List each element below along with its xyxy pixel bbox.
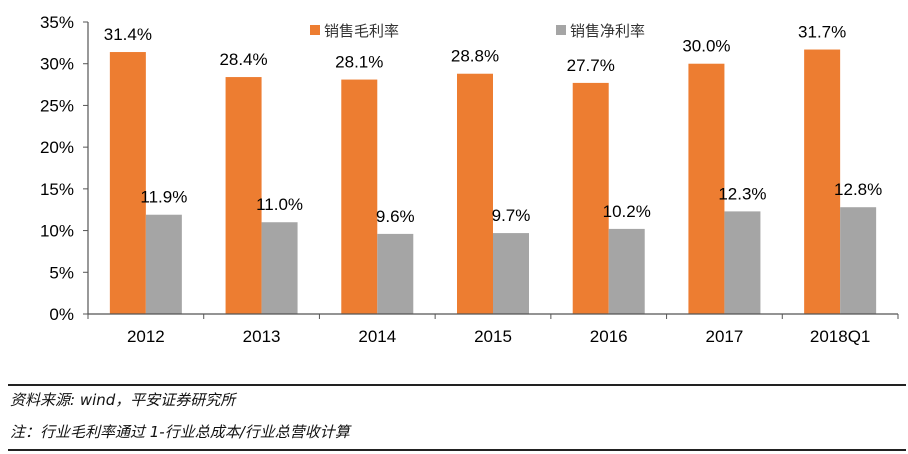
data-label: 11.0% <box>256 195 303 214</box>
calculation-note: 注：行业毛利率通过 1-行业总成本/行业总营收计算 <box>10 423 350 441</box>
data-label: 28.1% <box>335 53 383 72</box>
bar <box>840 207 877 314</box>
bar <box>688 63 725 314</box>
legend-swatch <box>310 25 320 35</box>
bar <box>261 222 298 314</box>
data-label: 27.7% <box>567 56 615 75</box>
bar <box>341 79 378 315</box>
x-tick-label: 2013 <box>243 327 281 346</box>
bar <box>225 77 262 314</box>
bar <box>145 214 182 314</box>
footer-divider-top <box>8 384 906 386</box>
data-label: 11.9% <box>140 188 187 207</box>
bar <box>572 82 609 314</box>
data-label: 31.4% <box>104 25 152 44</box>
legend-label: 销售净利率 <box>570 22 645 40</box>
y-tick-label: 15% <box>40 180 74 199</box>
y-tick-label: 10% <box>40 222 74 241</box>
data-label: 12.3% <box>718 184 766 203</box>
bar <box>804 49 841 314</box>
x-tick-label: 2012 <box>127 327 165 346</box>
bar <box>608 228 645 314</box>
data-label: 10.2% <box>603 202 651 221</box>
data-label: 28.8% <box>451 47 499 66</box>
bar <box>724 211 761 314</box>
x-tick-label: 2015 <box>474 327 512 346</box>
bar <box>457 73 493 315</box>
y-tick-label: 20% <box>40 138 74 157</box>
legend: 销售毛利率 销售净利率 <box>310 22 645 40</box>
x-tick-label: 2018Q1 <box>810 327 871 346</box>
x-tick-label: 2016 <box>590 327 628 346</box>
data-label: 31.7% <box>798 23 846 42</box>
data-label: 9.6% <box>376 207 415 226</box>
x-tick-label: 2014 <box>358 327 396 346</box>
data-label: 30.0% <box>682 37 730 56</box>
y-axis: 0% 5% 10% 15% 20% 25% 30% 35% <box>40 13 89 324</box>
bars <box>109 49 877 315</box>
bar <box>377 233 414 314</box>
bar-chart: 0% 5% 10% 15% 20% 25% 30% 35% 31.4% 11.9% 28.4% 11… <box>40 13 899 346</box>
bar <box>493 233 529 314</box>
data-label: 12.8% <box>834 180 882 199</box>
data-label: 28.4% <box>219 50 267 69</box>
bar <box>109 52 146 314</box>
y-tick-label: 30% <box>40 55 74 74</box>
y-tick-label: 5% <box>49 263 74 282</box>
data-label: 9.7% <box>492 206 531 225</box>
legend-label: 销售毛利率 <box>324 22 399 40</box>
y-tick-label: 25% <box>40 96 74 115</box>
x-axis: 2012 2013 2014 2015 2016 2017 2018Q1 <box>87 313 899 346</box>
y-tick-label: 35% <box>40 13 74 32</box>
y-tick-label: 0% <box>49 305 74 324</box>
footer-divider-bottom <box>8 449 906 451</box>
x-tick-label: 2017 <box>706 327 744 346</box>
source-note: 资料来源: wind，平安证券研究所 <box>10 391 236 409</box>
legend-swatch <box>556 25 566 35</box>
data-labels: 31.4% 11.9% 28.4% 11.0% 28.1% 9.6% 28.8% 9.7% 27… <box>104 23 882 226</box>
